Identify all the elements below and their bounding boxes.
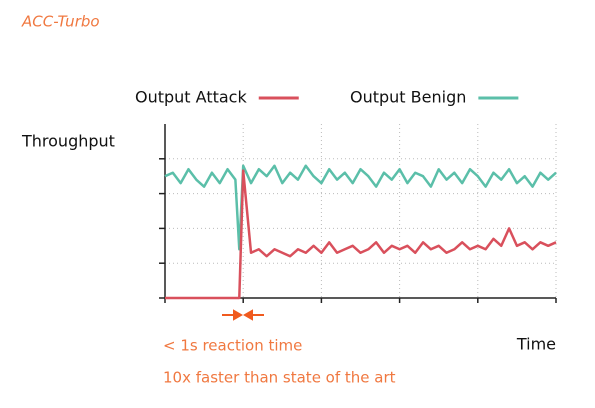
slide-title: ACC-Turbo bbox=[21, 13, 100, 31]
annotation: < 1s reaction time bbox=[163, 337, 302, 355]
x-axis-label: Time bbox=[516, 335, 556, 354]
legend-label: Output Attack bbox=[135, 88, 247, 107]
annotation: 10x faster than state of the art bbox=[163, 369, 396, 387]
y-axis-label: Throughput bbox=[21, 132, 115, 151]
series-line bbox=[165, 169, 557, 300]
reaction-arrows bbox=[222, 309, 264, 321]
legend-label: Output Benign bbox=[350, 88, 466, 107]
series-line bbox=[164, 164, 557, 251]
